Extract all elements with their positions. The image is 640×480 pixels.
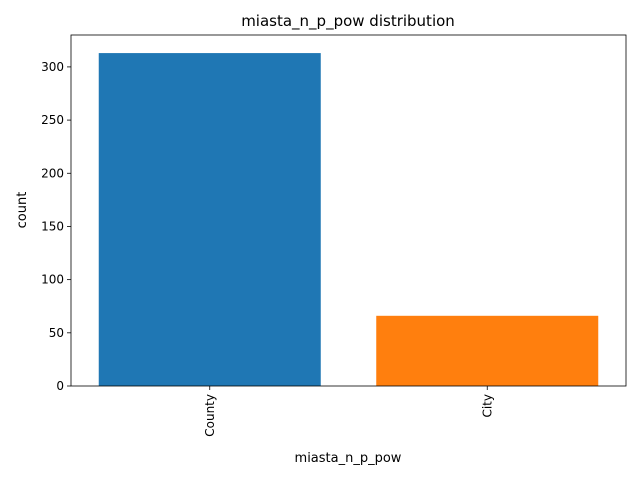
y-axis-label: count <box>15 192 30 229</box>
chart-title: miasta_n_p_pow distribution <box>241 12 455 31</box>
bars-group <box>98 53 599 386</box>
y-tick-label: 100 <box>41 273 64 287</box>
y-tick-label: 250 <box>41 113 64 127</box>
x-tick-label: City <box>480 394 494 418</box>
y-tick-label: 50 <box>49 326 64 340</box>
x-axis-ticks: County City <box>203 386 494 437</box>
y-tick-label: 200 <box>41 166 64 180</box>
plot-frame <box>70 34 627 387</box>
y-tick-label: 300 <box>41 60 64 74</box>
x-axis-label: miasta_n_p_pow <box>295 451 402 466</box>
bar-city <box>376 315 599 386</box>
x-tick-label: County <box>203 394 217 437</box>
y-tick-label: 150 <box>41 219 64 233</box>
y-tick-label: 0 <box>56 379 64 393</box>
bar-county <box>98 53 321 386</box>
y-axis-ticks: 0 50 100 150 200 250 300 <box>41 60 71 393</box>
